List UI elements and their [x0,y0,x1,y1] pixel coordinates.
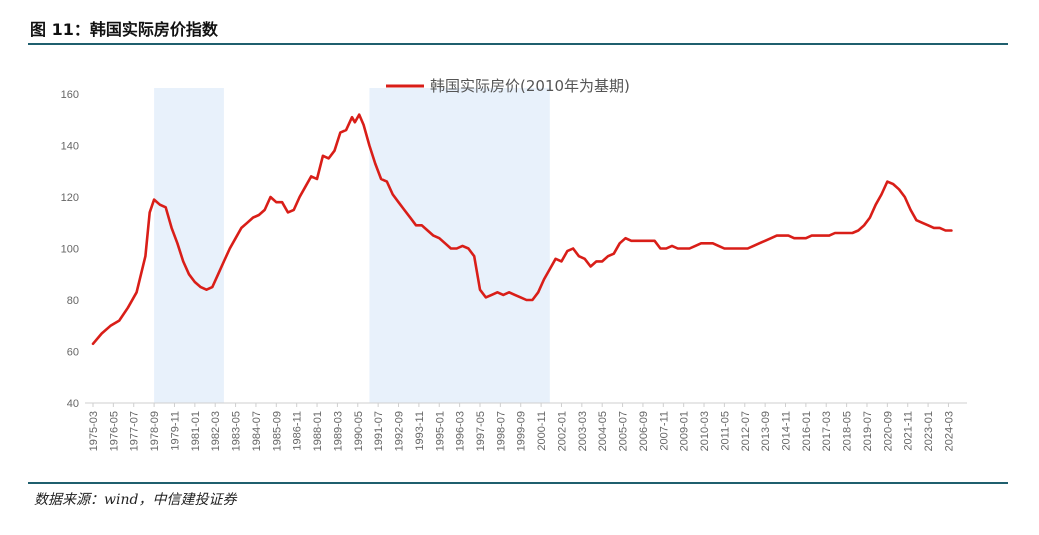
x-tick-label: 1992-09 [394,411,406,451]
x-tick-label: 1998-07 [495,411,507,451]
x-tick-label: 1996-03 [455,411,467,451]
x-tick-label: 1982-03 [210,411,222,451]
x-tick-label: 1993-11 [414,411,426,451]
x-tick-label: 2021-11 [903,411,915,451]
x-tick-label: 1999-09 [516,411,528,451]
legend: 韩国实际房价(2010年为基期) [386,77,630,95]
series-line [91,113,953,346]
x-tick-label: 2010-03 [699,411,711,451]
x-tick-label: 1984-07 [251,411,263,451]
y-tick-label: 60 [67,347,79,359]
x-tick-label: 2003-03 [577,411,589,451]
x-tick-label: 1990-05 [353,411,365,451]
shaded-band-1 [154,88,224,403]
x-tick-label: 1986-11 [292,411,304,451]
y-tick-label: 100 [61,244,79,256]
y-tick-label: 40 [67,398,79,410]
x-tick-label: 2016-01 [801,411,813,451]
x-tick-label: 1988-01 [312,411,324,451]
x-tick-label: 2013-09 [760,411,772,451]
x-tick-label: 2007-11 [658,411,670,451]
x-tick-label: 2019-07 [862,411,874,451]
x-tick-label: 1997-05 [475,411,487,451]
x-tick-label: 2009-01 [679,411,691,451]
x-tick-label: 2023-01 [923,411,935,451]
x-tick-label: 2011-05 [719,411,731,451]
line-chart: 40 60 80 100 120 140 160 1975-03 1976-05 1977-07… [61,77,967,451]
x-tick-label: 2018-05 [842,411,854,451]
y-tick-label: 120 [61,192,79,204]
y-axis-ticks: 40 60 80 100 120 140 160 [61,89,79,410]
x-tick-label: 2000-11 [536,411,548,451]
x-tick-label: 2002-01 [556,411,568,451]
x-tick-label: 1975-03 [88,411,100,451]
x-tick-label: 1978-09 [149,411,161,451]
x-tick-label: 2014-11 [781,411,793,451]
y-tick-label: 80 [67,295,79,307]
x-tick-label: 2024-03 [943,411,955,451]
x-tick-label: 1983-05 [231,411,243,451]
x-tick-label: 2020-09 [882,411,894,451]
x-tick-label: 1976-05 [108,411,120,451]
bottom-rule [28,482,1008,484]
x-tick-label: 1985-09 [271,411,283,451]
legend-label: 韩国实际房价(2010年为基期) [430,77,630,95]
y-tick-label: 140 [61,141,79,153]
x-tick-label: 2005-07 [618,411,630,451]
shaded-periods [154,88,550,403]
x-tick-label: 1991-07 [373,411,385,451]
source-note: 数据来源：wind，中信建投证券 [34,492,237,508]
x-tick-label: 2017-03 [821,411,833,451]
x-tick-label: 2006-09 [638,411,650,451]
figure-title: 图 11：韩国实际房价指数 [30,20,218,39]
x-tick-label: 1979-11 [169,411,181,451]
x-tick-label: 1981-01 [190,411,202,451]
y-tick-label: 160 [61,89,79,101]
x-tick-label: 1989-03 [332,411,344,451]
x-tick-label: 1977-07 [129,411,141,451]
shaded-band-2 [369,88,550,403]
x-tick-label: 2012-07 [740,411,752,451]
x-tick-label: 2004-05 [597,411,609,451]
x-axis-ticks: 1975-03 1976-05 1977-07 1978-09 1979-11 1981-… [88,403,955,451]
x-tick-label: 1995-01 [434,411,446,451]
top-rule [28,43,1008,45]
